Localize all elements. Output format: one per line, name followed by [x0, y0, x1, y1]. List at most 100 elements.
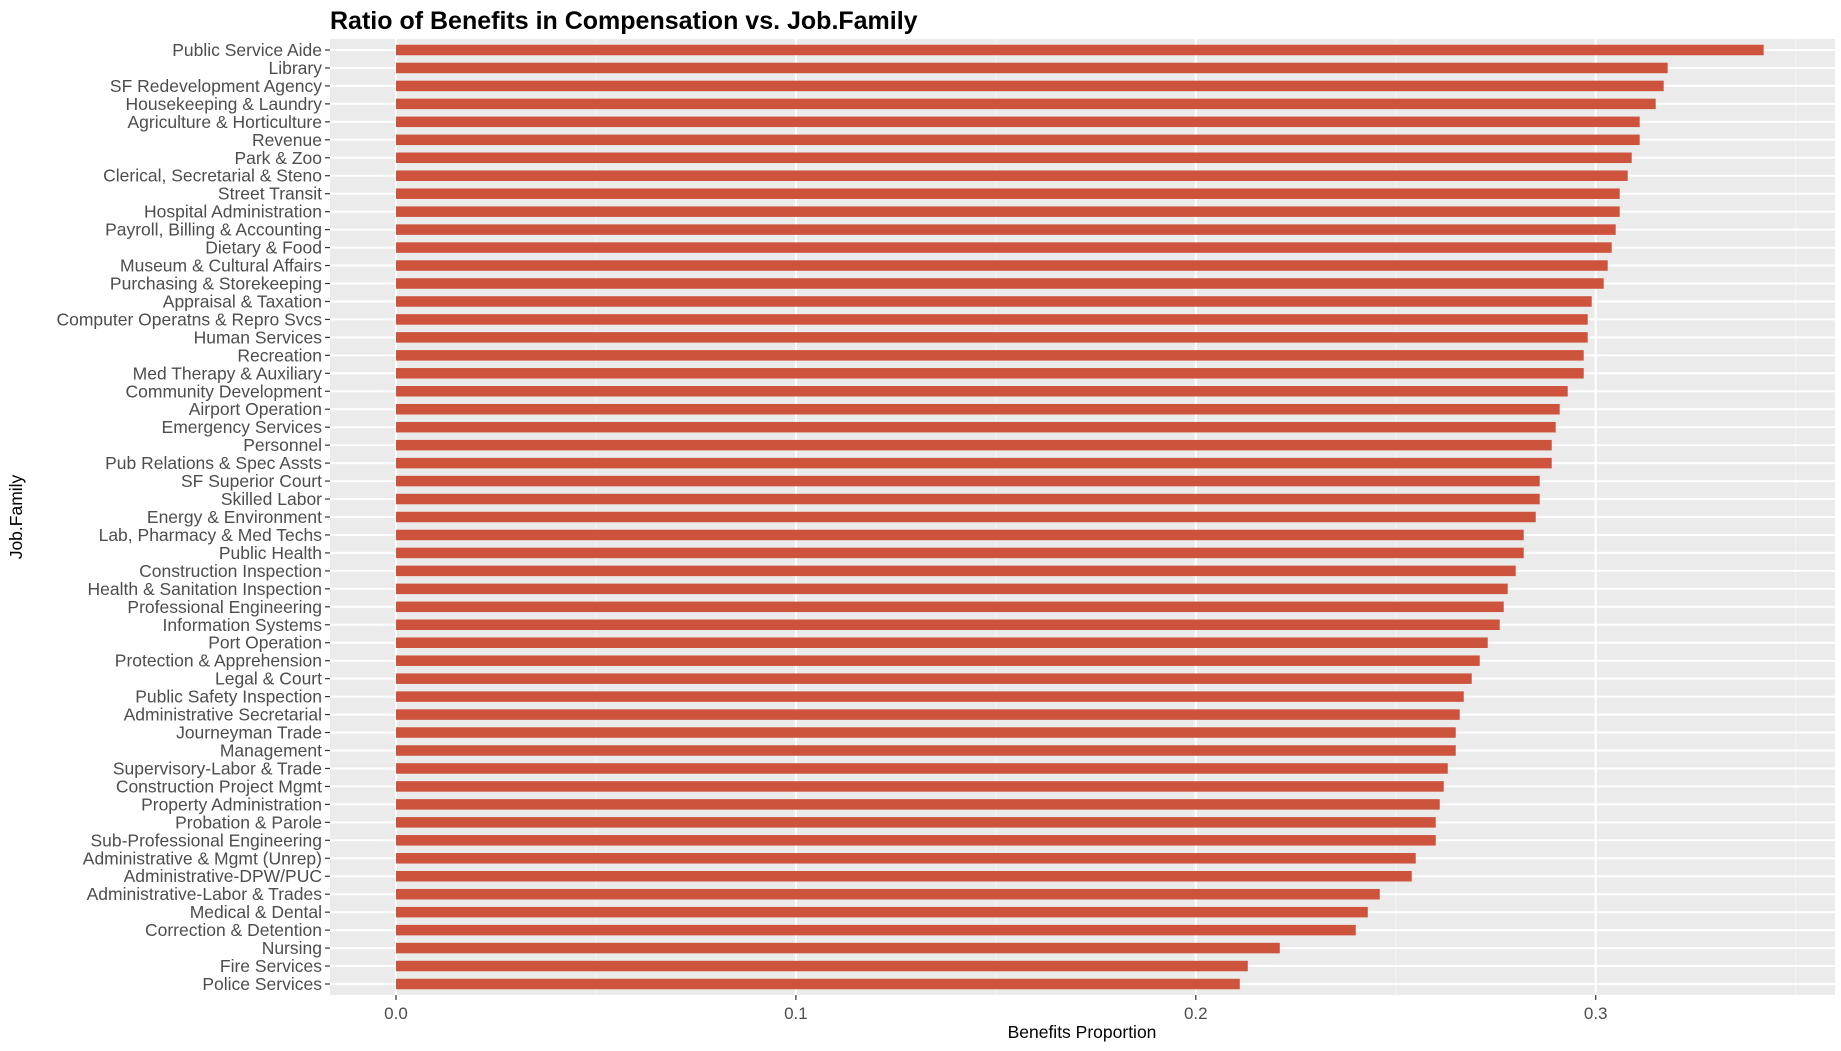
y-tick-label: Clerical, Secretarial & Steno — [103, 166, 322, 186]
x-tick-label: 0.2 — [1184, 1004, 1208, 1023]
y-tick-label: Health & Sanitation Inspection — [88, 579, 322, 599]
y-tick-label: Police Services — [202, 974, 322, 994]
x-tick-label: 0.1 — [784, 1004, 808, 1023]
bar — [396, 62, 1668, 74]
y-tick-label: Human Services — [194, 327, 323, 347]
bar — [396, 637, 1488, 648]
y-tick-label: Purchasing & Storekeeping — [110, 274, 322, 294]
y-tick-label: Fire Services — [220, 956, 322, 976]
bar — [396, 781, 1444, 792]
y-tick-label: Port Operation — [208, 633, 322, 653]
y-tick-label: Protection & Apprehension — [115, 651, 322, 671]
bar — [396, 870, 1412, 882]
bar — [396, 511, 1536, 523]
bar — [396, 260, 1608, 271]
bar — [396, 691, 1464, 702]
y-tick-label: Correction & Detention — [145, 920, 322, 940]
bar — [396, 386, 1568, 397]
bar — [396, 457, 1552, 469]
bar — [396, 565, 1516, 577]
y-tick-label: Revenue — [252, 130, 322, 150]
y-tick-label: Community Development — [126, 381, 323, 401]
y-tick-label: Public Health — [219, 543, 322, 563]
bar — [396, 80, 1664, 92]
y-tick-label: Pub Relations & Spec Assts — [105, 453, 322, 473]
y-tick-label: Energy & Environment — [147, 507, 322, 527]
bar — [396, 421, 1556, 433]
bar — [396, 978, 1240, 990]
bar — [396, 583, 1508, 595]
bar — [396, 709, 1460, 720]
y-axis-title: Job.Family — [6, 474, 26, 559]
bar — [396, 547, 1524, 559]
bar — [396, 745, 1456, 756]
y-tick-label: Street Transit — [218, 184, 322, 204]
y-tick-label: Hospital Administration — [144, 202, 322, 222]
bar — [396, 170, 1628, 181]
bars — [396, 44, 1764, 990]
bar — [396, 817, 1436, 828]
x-axis-title: Benefits Proportion — [1008, 1022, 1157, 1042]
bar — [396, 835, 1436, 846]
y-tick-label: Legal & Court — [215, 669, 322, 689]
y-tick-label: Construction Inspection — [139, 561, 322, 581]
y-tick-label: Public Safety Inspection — [135, 687, 322, 707]
bar — [396, 314, 1588, 325]
y-tick-label: Emergency Services — [162, 417, 323, 437]
y-tick-label: Management — [220, 741, 322, 761]
bar — [396, 403, 1560, 415]
bar — [396, 44, 1764, 56]
y-tick-label: Agriculture & Horticulture — [127, 112, 322, 132]
y-axis-ticks — [325, 49, 330, 985]
y-tick-label: Property Administration — [141, 794, 322, 814]
y-tick-label: Administrative Secretarial — [124, 705, 322, 725]
bar — [396, 853, 1416, 864]
bar — [396, 188, 1620, 199]
bar — [396, 224, 1616, 235]
y-tick-label: Journeyman Trade — [176, 723, 322, 743]
x-axis-tick-labels: 0.0 0.1 0.2 0.3 — [384, 1004, 1607, 1023]
x-tick-label: 0.0 — [384, 1004, 408, 1023]
bar — [396, 98, 1656, 110]
y-tick-label: Museum & Cultural Affairs — [120, 256, 322, 276]
bar — [396, 116, 1640, 128]
bar — [396, 475, 1540, 487]
bar — [396, 727, 1456, 738]
y-tick-label: Dietary & Food — [205, 238, 322, 258]
y-tick-label: Medical & Dental — [190, 902, 322, 922]
bar — [396, 673, 1472, 684]
bar — [396, 960, 1248, 972]
y-tick-label: Recreation — [237, 345, 322, 365]
bar — [396, 763, 1448, 774]
bar — [396, 152, 1632, 164]
y-tick-label: Sub-Professional Engineering — [90, 830, 322, 850]
y-tick-label: Skilled Labor — [221, 489, 322, 509]
chart-title: Ratio of Benefits in Compensation vs. Jo… — [330, 7, 918, 35]
y-tick-label: Administrative-DPW/PUC — [124, 866, 322, 886]
y-tick-label: SF Redevelopment Agency — [110, 76, 322, 96]
y-tick-label: Nursing — [262, 938, 322, 958]
y-tick-label: Personnel — [243, 435, 322, 455]
y-tick-label: Professional Engineering — [127, 597, 322, 617]
y-tick-label: Park & Zoo — [234, 148, 322, 168]
y-tick-label: Library — [269, 58, 323, 78]
y-tick-label: Administrative & Mgmt (Unrep) — [83, 848, 322, 868]
bar — [396, 924, 1356, 936]
bar — [396, 601, 1504, 613]
y-tick-label: Housekeeping & Laundry — [125, 94, 322, 114]
bar — [396, 942, 1280, 954]
y-tick-label: Airport Operation — [189, 399, 322, 419]
y-tick-label: Supervisory-Labor & Trade — [113, 758, 322, 778]
x-tick-label: 0.3 — [1584, 1004, 1608, 1023]
bar — [396, 278, 1604, 289]
y-tick-label: Lab, Pharmacy & Med Techs — [99, 525, 323, 545]
y-tick-label: Appraisal & Taxation — [163, 291, 322, 311]
y-tick-label: Construction Project Mgmt — [116, 776, 322, 796]
bar — [396, 493, 1540, 505]
bar — [396, 350, 1584, 361]
bar — [396, 655, 1480, 666]
bar — [396, 888, 1380, 900]
y-tick-label: Public Service Aide — [172, 40, 322, 60]
